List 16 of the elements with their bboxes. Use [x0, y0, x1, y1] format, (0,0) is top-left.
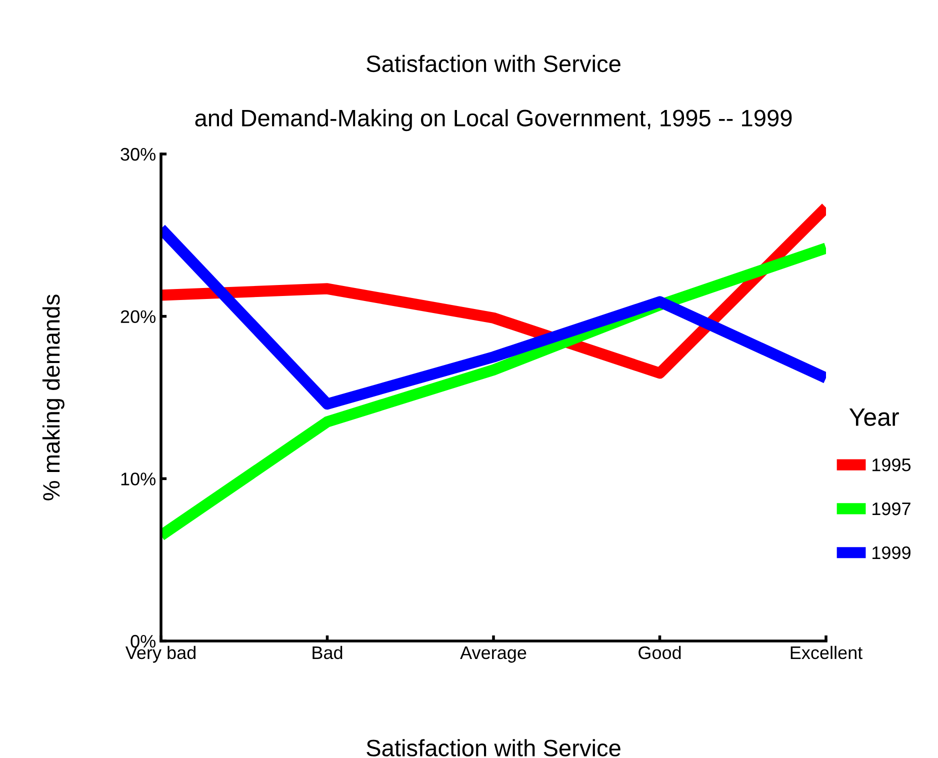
- legend-label: 1995: [872, 458, 911, 472]
- x-tick-label: Average: [460, 646, 526, 663]
- legend-label: 1997: [872, 502, 910, 516]
- y-tick-label: 0%: [130, 634, 156, 648]
- y-axis-title: % making demands: [42, 294, 64, 500]
- legend-label: 1999: [872, 546, 910, 560]
- x-tick-label: Excellent: [790, 646, 862, 660]
- x-tick-label: Bad: [312, 646, 342, 660]
- y-tick-label: 20%: [120, 310, 156, 324]
- chart-title: Satisfaction with Service and Demand-Making on Local Government, 1995 -- 1999: [195, 54, 792, 132]
- x-tick-label: Good: [638, 646, 681, 660]
- x-tick-label: Very bad: [125, 646, 196, 663]
- y-tick-label: 10%: [121, 472, 156, 486]
- x-axis-title: Satisfaction with Service: [366, 739, 620, 756]
- legend-title: Year: [849, 408, 899, 426]
- y-tick-label: 30%: [120, 148, 156, 161]
